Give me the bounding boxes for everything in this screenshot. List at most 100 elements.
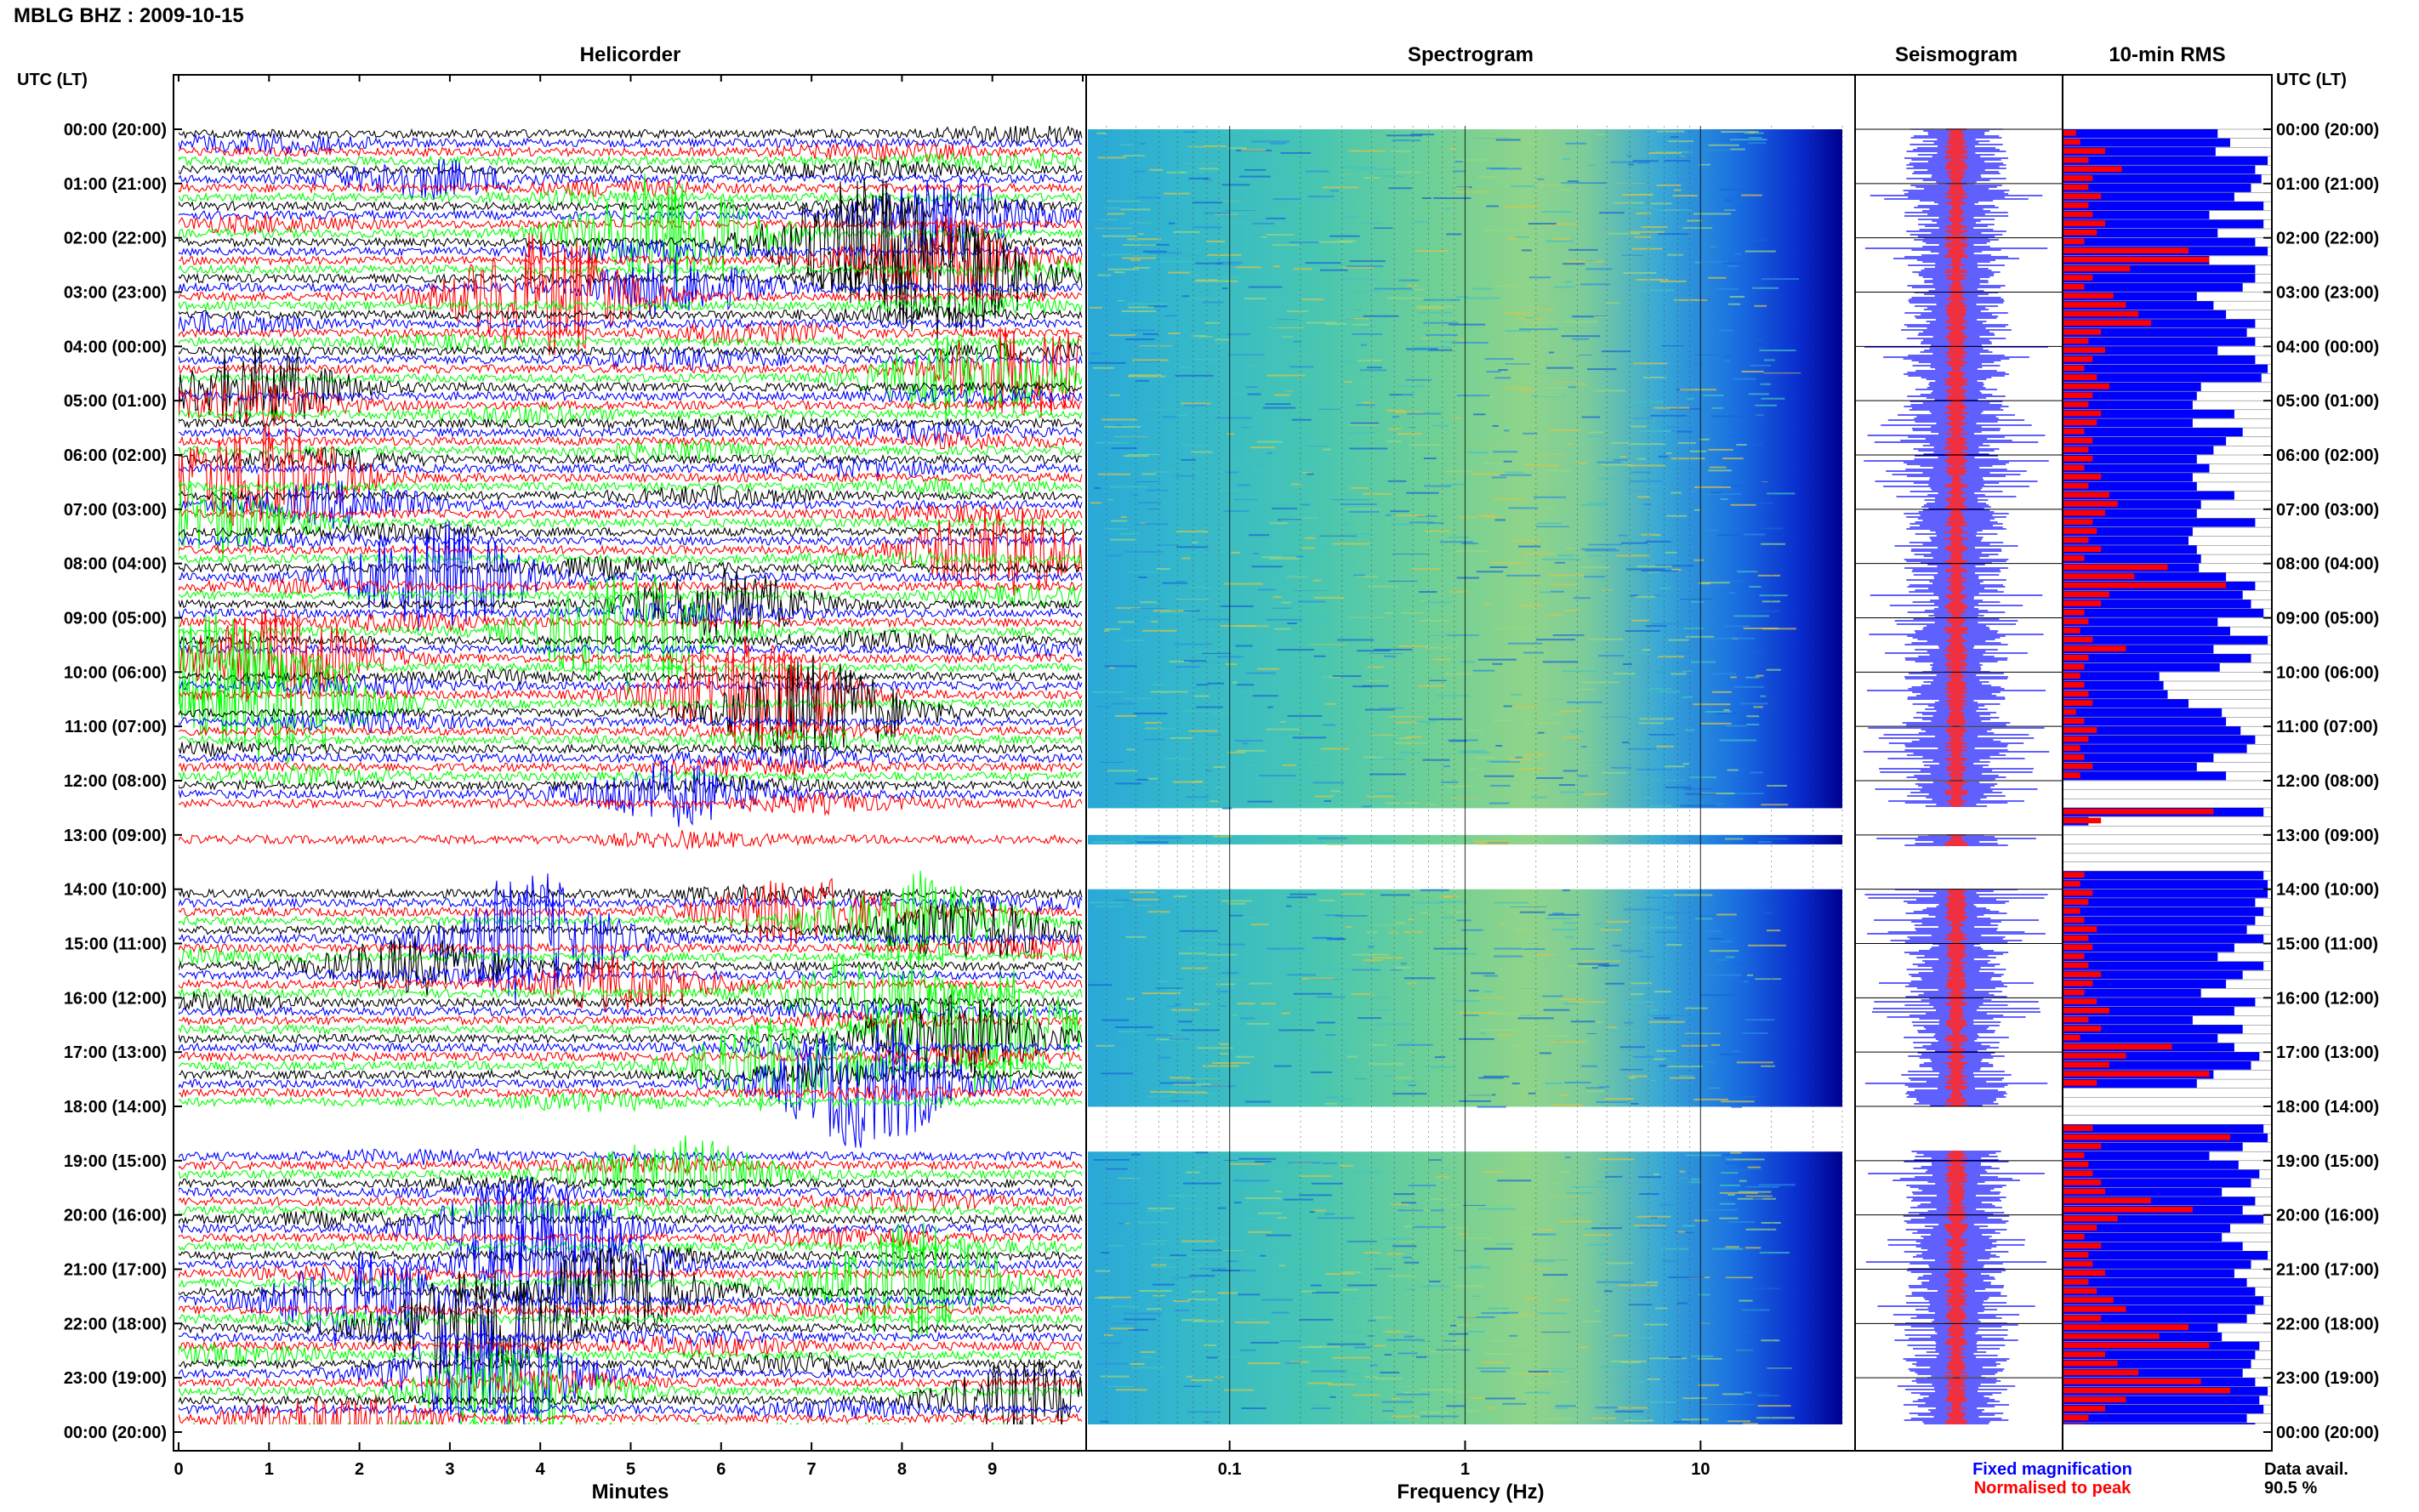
spectrogram-speckle bbox=[1470, 1265, 1482, 1268]
spectrogram-speckle bbox=[1623, 1001, 1654, 1003]
spectrogram-speckle bbox=[1742, 1032, 1768, 1035]
spectrogram-speckle bbox=[1369, 1043, 1386, 1046]
rms-bar-fixed bbox=[2063, 680, 2164, 691]
spectrogram-speckle bbox=[1107, 213, 1125, 215]
spectrogram-speckle bbox=[1552, 1182, 1561, 1185]
spectrogram-speckle bbox=[1671, 1381, 1702, 1384]
spectrogram-speckle bbox=[1645, 1282, 1659, 1284]
hour-tick-label-left: 08:00 (04:00) bbox=[64, 555, 167, 574]
spectrogram-speckle bbox=[1684, 1007, 1708, 1009]
spectrogram-speckle bbox=[1536, 953, 1557, 956]
spectrogram-speckle bbox=[1244, 1197, 1282, 1199]
helicorder-trace bbox=[179, 158, 1083, 180]
spectrogram-speckle bbox=[1278, 1265, 1286, 1267]
spectrogram-speckle bbox=[1278, 327, 1304, 329]
spectrogram-speckle bbox=[1266, 1234, 1292, 1236]
spectrogram-speckle bbox=[1524, 464, 1559, 467]
spectrogram-speckle bbox=[1406, 284, 1419, 287]
spectrogram-speckle bbox=[1452, 417, 1462, 419]
spectrogram-speckle bbox=[1218, 1043, 1229, 1045]
spectrogram-speckle bbox=[1366, 795, 1395, 798]
spectrogram-speckle bbox=[1568, 386, 1576, 389]
rms-bar-fixed bbox=[2063, 1413, 2247, 1423]
helicorder-trace bbox=[179, 792, 1083, 816]
rms-bar-normalised bbox=[2063, 700, 2093, 706]
hour-tick-label-left: 03:00 (23:00) bbox=[64, 284, 167, 303]
rms-bar-normalised bbox=[2063, 681, 2085, 688]
spectrogram-speckle bbox=[1247, 1256, 1282, 1259]
spectrogram-speckle bbox=[1088, 984, 1113, 986]
rms-bar-fixed bbox=[2063, 672, 2160, 681]
spectrogram-speckle bbox=[1579, 566, 1610, 569]
spectrogram-speckle bbox=[1109, 667, 1115, 669]
spectrogram-speckle bbox=[1523, 1381, 1557, 1384]
spectrogram-speckle bbox=[1649, 1357, 1688, 1360]
rms-bar-normalised bbox=[2063, 907, 2080, 914]
spectrogram-speckle bbox=[1157, 1056, 1171, 1059]
spectrogram-speckle bbox=[1420, 1389, 1454, 1391]
spectrogram-speckle bbox=[1416, 305, 1455, 308]
minute-tick-label: 9 bbox=[988, 1460, 997, 1479]
spectrogram-speckle bbox=[1537, 178, 1545, 180]
spectrogram-speckle bbox=[1476, 571, 1504, 573]
spectrogram-speckle bbox=[1352, 953, 1390, 956]
spectrogram-speckle bbox=[1248, 1231, 1272, 1233]
spectrogram-speckle bbox=[1682, 627, 1704, 629]
spectrogram-speckle bbox=[1605, 982, 1625, 985]
spectrogram-speckle bbox=[1134, 254, 1157, 257]
spectrogram-speckle bbox=[1348, 1298, 1359, 1300]
helicorder-trace bbox=[179, 946, 1083, 965]
spectrogram-speckle bbox=[1156, 567, 1170, 570]
spectrogram-speckle bbox=[1708, 144, 1739, 146]
spectrogram-speckle bbox=[1192, 226, 1221, 229]
spectrogram-speckle bbox=[1281, 1089, 1311, 1091]
rms-bar-fixed bbox=[2063, 627, 2230, 636]
spectrogram-speckle bbox=[1659, 1204, 1676, 1207]
spectrogram-speckle bbox=[1545, 1083, 1562, 1085]
helicorder-trace bbox=[179, 711, 1083, 734]
spectrogram-speckle bbox=[1097, 473, 1130, 475]
spectrogram-speckle bbox=[1182, 1093, 1215, 1095]
spectrogram-speckle bbox=[1289, 242, 1320, 244]
rms-bar-fixed bbox=[2063, 1052, 2260, 1061]
spectrogram-speckle bbox=[1443, 1340, 1456, 1343]
spectrogram-speckle bbox=[1518, 768, 1544, 770]
spectrogram-speckle bbox=[1622, 742, 1630, 744]
spectrogram-speckle bbox=[1449, 536, 1471, 538]
spectrogram-speckle bbox=[1619, 1046, 1646, 1049]
spectrogram-speckle bbox=[1683, 788, 1714, 791]
spectrogram-speckle bbox=[1505, 471, 1524, 474]
spectrogram-speckle bbox=[1337, 639, 1375, 641]
spectrogram-speckle bbox=[1103, 1334, 1113, 1337]
spectrogram-speckle bbox=[1199, 1267, 1227, 1270]
rms-bar-fixed bbox=[2063, 889, 2268, 898]
spectrogram-speckle bbox=[1204, 212, 1231, 214]
spectrogram-speckle bbox=[1383, 1075, 1392, 1077]
spectrogram-speckle bbox=[1323, 800, 1332, 803]
spectrogram-speckle bbox=[1604, 1175, 1623, 1178]
spectrogram-speckle bbox=[1191, 1290, 1205, 1293]
spectrogram-speckle bbox=[1519, 605, 1540, 607]
spectrogram-speckle bbox=[1703, 395, 1724, 397]
spectrogram-speckle bbox=[1625, 568, 1665, 571]
rms-bar-normalised bbox=[2063, 1061, 2109, 1068]
hour-tick-label-left: 10:00 (06:00) bbox=[64, 663, 167, 682]
spectrogram-speckle bbox=[1173, 1309, 1190, 1311]
spectrogram-speckle bbox=[1643, 503, 1652, 506]
helicorder-trace bbox=[179, 1037, 1083, 1059]
spectrogram-speckle bbox=[1524, 1297, 1540, 1299]
spectrogram-speckle bbox=[1136, 360, 1160, 362]
rms-bar-fixed bbox=[2063, 952, 2218, 962]
spectrogram-speckle bbox=[1484, 1353, 1516, 1356]
rms-bar-normalised bbox=[2063, 1297, 2114, 1304]
spectrogram-speckle bbox=[1266, 374, 1306, 377]
spectrogram-speckle bbox=[1175, 666, 1200, 668]
spectrogram-speckle bbox=[1505, 387, 1531, 389]
spectrogram-speckle bbox=[1183, 960, 1222, 963]
rms-bar-normalised bbox=[2063, 1387, 2230, 1394]
spectrogram-speckle bbox=[1763, 359, 1775, 361]
spectrogram-speckle bbox=[1449, 1390, 1468, 1393]
spectrogram-speckle bbox=[1348, 432, 1376, 435]
spectrogram-speckle bbox=[1232, 681, 1238, 684]
spectrogram-speckle bbox=[1698, 1293, 1710, 1296]
